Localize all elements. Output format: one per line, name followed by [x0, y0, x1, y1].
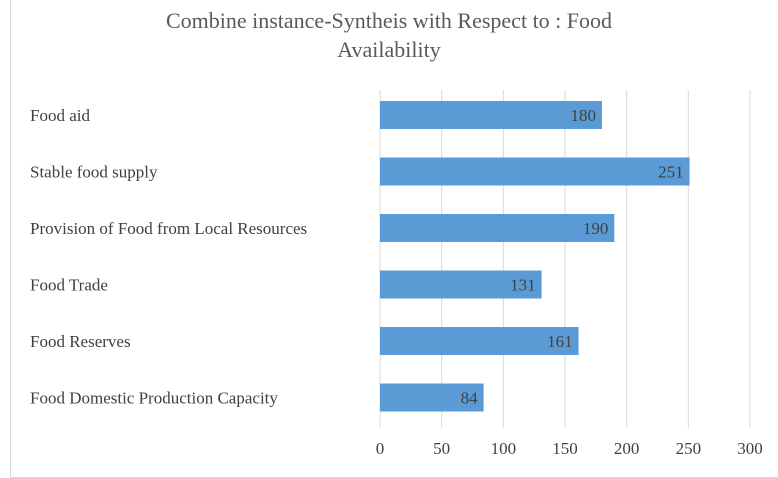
- bar: [380, 214, 614, 242]
- data-label: 180: [571, 106, 597, 125]
- data-label: 251: [658, 163, 684, 182]
- category-label: Food Trade: [30, 276, 108, 295]
- gridlines: [380, 90, 750, 428]
- x-tick-label: 150: [552, 439, 578, 458]
- bar: [380, 101, 602, 129]
- data-label: 161: [547, 332, 573, 351]
- category-label: Stable food supply: [30, 163, 158, 182]
- data-label: 84: [461, 389, 479, 408]
- x-tick-label: 100: [491, 439, 517, 458]
- data-label: 131: [510, 276, 536, 295]
- x-tick-label: 50: [433, 439, 450, 458]
- bar: [380, 158, 690, 186]
- category-label: Food aid: [30, 106, 90, 125]
- category-label: Provision of Food from Local Resources: [30, 219, 307, 238]
- category-labels: Food aid Stable food supply Provision of F…: [30, 106, 307, 408]
- category-label: Food Reserves: [30, 332, 131, 351]
- x-tick-label: 300: [737, 439, 763, 458]
- x-tick-label: 250: [676, 439, 702, 458]
- data-label: 190: [583, 219, 609, 238]
- category-label: Food Domestic Production Capacity: [30, 389, 278, 408]
- x-tick-label: 200: [614, 439, 640, 458]
- bars: 180 251 190 131 161 84: [380, 101, 690, 412]
- x-tick-label: 0: [376, 439, 385, 458]
- x-tick-labels: 0 50 100 150 200 250 300: [376, 439, 763, 458]
